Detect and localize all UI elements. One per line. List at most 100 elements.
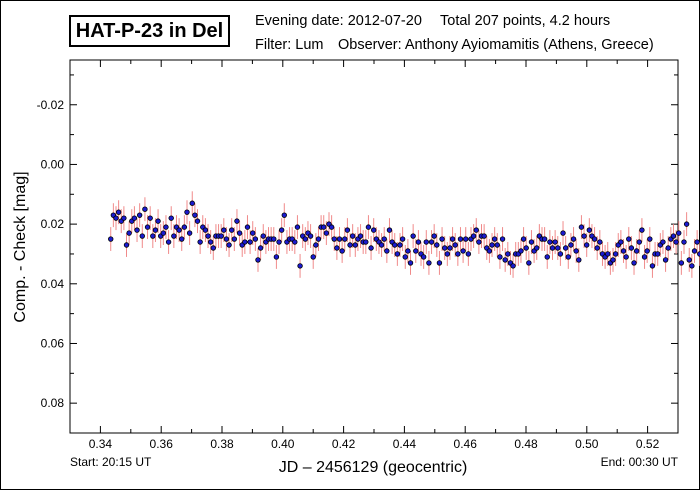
data-point xyxy=(365,224,372,230)
data-point xyxy=(520,236,527,242)
y-axis-label: Comp. - Check [mag] xyxy=(12,171,29,322)
x-tick-label: 0.42 xyxy=(332,437,356,451)
data-point xyxy=(405,248,411,254)
data-point xyxy=(686,257,692,263)
data-point xyxy=(186,230,193,236)
data-point xyxy=(392,242,398,248)
data-point xyxy=(444,251,451,257)
data-point xyxy=(189,200,195,206)
data-point xyxy=(123,242,130,248)
data-point xyxy=(415,239,422,245)
data-point xyxy=(313,242,319,248)
data-point xyxy=(331,236,337,242)
data-point xyxy=(181,224,188,230)
data-point xyxy=(439,236,445,242)
data-point xyxy=(323,230,330,236)
data-point xyxy=(386,227,393,233)
data-point xyxy=(121,215,127,221)
x-tick-label: 0.50 xyxy=(575,437,599,451)
data-point xyxy=(420,254,427,260)
data-point xyxy=(202,227,209,233)
data-point xyxy=(244,224,251,230)
y-tick-label: 0.02 xyxy=(41,217,65,231)
data-point xyxy=(623,254,629,260)
data-point xyxy=(147,215,153,221)
data-point xyxy=(455,251,461,257)
data-point xyxy=(142,206,148,212)
x-axis: 0.34 0.36 0.38 0.40 0.42 0.44 0.46 0.48 0.50 0.52 xyxy=(69,60,679,451)
data-point xyxy=(447,245,453,251)
data-point xyxy=(573,248,579,254)
data-point xyxy=(399,236,406,242)
data-point xyxy=(413,248,419,254)
data-point xyxy=(155,218,161,224)
data-point xyxy=(544,254,550,260)
data-point xyxy=(131,215,138,221)
data-point xyxy=(628,245,635,251)
data-point xyxy=(494,242,500,248)
data-point xyxy=(250,230,256,236)
data-point xyxy=(271,236,277,242)
data-point xyxy=(423,239,429,245)
data-point xyxy=(534,245,540,251)
data-point xyxy=(426,260,432,266)
data-point xyxy=(223,236,230,242)
data-point xyxy=(176,227,182,233)
start-time-label: Start: 20:15 UT xyxy=(70,455,152,469)
data-point xyxy=(541,236,548,242)
data-point xyxy=(115,209,122,215)
data-point xyxy=(236,230,243,236)
data-point xyxy=(402,254,408,260)
data-point xyxy=(192,212,198,218)
data-point xyxy=(134,227,140,233)
x-axis-label: JD – 2456129 (geocentric) xyxy=(279,459,468,476)
data-point xyxy=(570,236,577,242)
data-point xyxy=(339,248,345,254)
data-point xyxy=(476,239,482,245)
data-point xyxy=(302,236,309,242)
data-point xyxy=(691,248,698,254)
data-point xyxy=(486,248,493,254)
data-point xyxy=(618,239,624,245)
observer-label: Observer: Anthony Ayiomamitis (Athens, G… xyxy=(338,37,654,53)
x-tick-label: 0.48 xyxy=(514,437,538,451)
data-point xyxy=(184,209,190,215)
data-point xyxy=(526,260,532,266)
data-point xyxy=(179,236,185,242)
data-point xyxy=(242,239,248,245)
data-point xyxy=(334,245,340,251)
data-point xyxy=(620,248,627,254)
data-point xyxy=(294,224,301,230)
data-point xyxy=(463,236,469,242)
data-point xyxy=(636,239,642,245)
data-point xyxy=(297,263,303,269)
data-point xyxy=(310,254,316,260)
data-point xyxy=(591,236,598,242)
data-point xyxy=(631,260,637,266)
data-point xyxy=(612,251,619,257)
data-point xyxy=(497,254,503,260)
data-point xyxy=(676,230,682,236)
data-point xyxy=(694,239,700,245)
data-point xyxy=(581,233,587,239)
data-point xyxy=(197,239,203,245)
data-point xyxy=(562,245,569,251)
data-point xyxy=(163,224,169,230)
data-point xyxy=(384,248,390,254)
data-point xyxy=(626,236,632,242)
data-point xyxy=(502,257,508,263)
data-point xyxy=(647,236,653,242)
data-point xyxy=(352,242,358,248)
data-point xyxy=(368,245,374,251)
x-tick-label: 0.38 xyxy=(210,437,234,451)
data-point xyxy=(281,212,287,218)
data-point xyxy=(171,233,177,239)
x-tick-label: 0.36 xyxy=(150,437,174,451)
data-point xyxy=(681,239,687,245)
data-point xyxy=(207,239,214,245)
data-point xyxy=(218,233,224,239)
data-point xyxy=(470,233,477,239)
data-point xyxy=(510,263,516,269)
evening-date-label: Evening date: 2012-07-20 xyxy=(255,13,422,29)
